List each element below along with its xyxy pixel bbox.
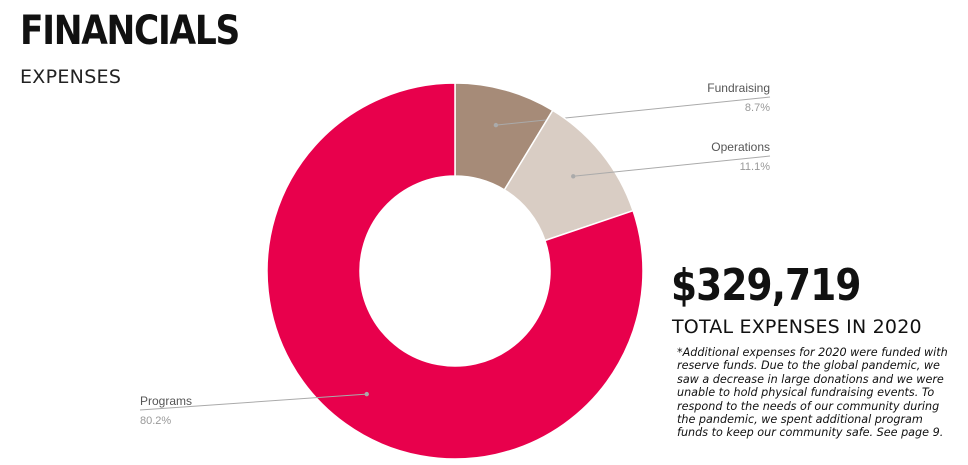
slice-percent-programs: 80.2% bbox=[140, 415, 171, 427]
slice-label-programs: Programs bbox=[140, 394, 192, 408]
leader-dot-programs bbox=[364, 391, 369, 397]
leader-line-fundraising bbox=[495, 96, 771, 126]
page-title: FINANCIALS bbox=[20, 8, 240, 54]
total-expenses-label: TOTAL EXPENSES IN 2020 bbox=[672, 316, 922, 338]
slice-label-operations: Operations bbox=[711, 140, 770, 154]
leader-dot-fundraising bbox=[493, 122, 499, 128]
leader-line-operations bbox=[573, 155, 771, 177]
leader-line-programs bbox=[139, 393, 367, 411]
donut-slice-programs bbox=[266, 82, 644, 460]
expenses-footnote: *Additional expenses for 2020 were funde… bbox=[677, 346, 948, 440]
slice-label-fundraising: Fundraising bbox=[707, 81, 770, 95]
page-subtitle: EXPENSES bbox=[20, 66, 122, 88]
slice-percent-fundraising: 8.7% bbox=[745, 102, 770, 114]
leader-dot-operations bbox=[571, 174, 576, 179]
slice-percent-operations: 11.1% bbox=[740, 161, 771, 173]
total-expenses-value: $329,719 bbox=[671, 260, 861, 311]
